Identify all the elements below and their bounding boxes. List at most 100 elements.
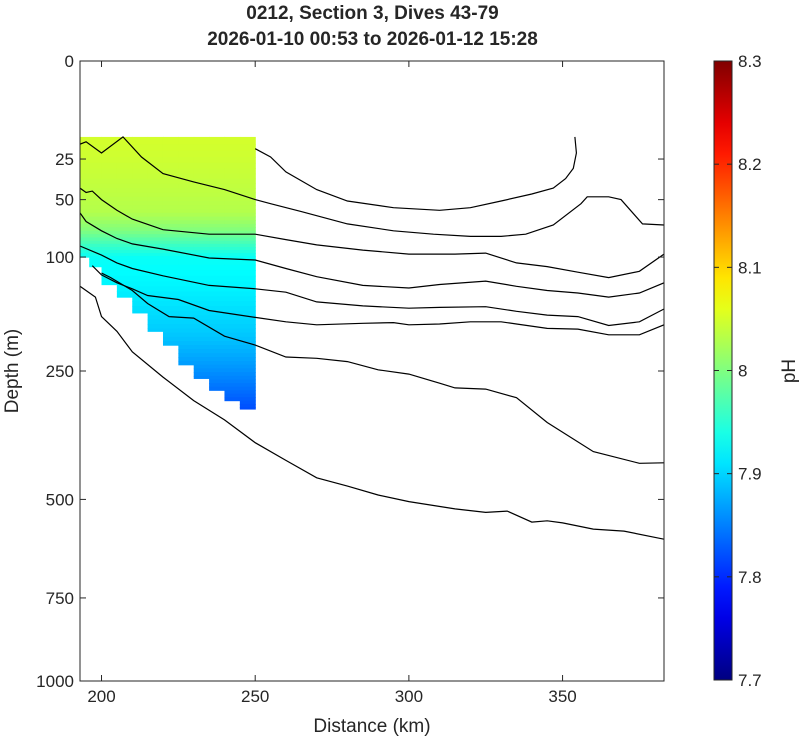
- ph-cell: [162, 240, 179, 245]
- ph-cell: [178, 227, 195, 232]
- ph-cell: [147, 136, 164, 145]
- ph-cell: [147, 173, 164, 180]
- ph-cell: [209, 360, 226, 366]
- ph-cell: [162, 220, 179, 225]
- ph-cell: [209, 216, 226, 221]
- ph-cell: [209, 372, 226, 377]
- ph-cell: [162, 168, 179, 175]
- ph-cell: [193, 336, 210, 342]
- ph-cell: [224, 183, 241, 189]
- ph-cell: [80, 144, 90, 152]
- ph-cell: [178, 150, 195, 158]
- ph-cell: [147, 234, 164, 239]
- ph-cell: [224, 216, 241, 221]
- ph-cell: [178, 144, 195, 152]
- ph-cell: [239, 243, 256, 248]
- ph-cell: [178, 250, 195, 254]
- ph-cell: [116, 291, 133, 297]
- y-tick-label: 100: [46, 248, 74, 267]
- ph-cell: [239, 183, 256, 189]
- ph-cell: [132, 256, 149, 260]
- ph-cell: [101, 173, 118, 180]
- y-tick-label: 500: [46, 490, 74, 509]
- ph-cell: [209, 227, 226, 232]
- axis-ticks: [80, 60, 664, 682]
- contour-line: [80, 245, 664, 327]
- ph-cell: [193, 315, 210, 321]
- ph-cell: [80, 150, 90, 158]
- ph-cell: [147, 230, 164, 235]
- ph-cell: [178, 212, 195, 218]
- ph-cell: [147, 220, 164, 225]
- ph-cell: [101, 212, 118, 218]
- ph-cell: [162, 264, 179, 271]
- ph-cell: [178, 332, 195, 338]
- ph-cell: [178, 157, 195, 164]
- y-tick-label: 50: [55, 191, 74, 210]
- ph-cell: [239, 397, 256, 402]
- ph-cell: [80, 243, 90, 248]
- ph-cell: [224, 253, 241, 257]
- x-tick-label: 300: [395, 687, 423, 706]
- ph-cell: [101, 205, 118, 210]
- ph-cell: [193, 305, 210, 312]
- ph-cell: [239, 291, 256, 297]
- ph-cell: [239, 162, 256, 169]
- ph-cell: [89, 253, 103, 257]
- ph-cell: [116, 243, 133, 248]
- ph-cell: [178, 196, 195, 202]
- ph-cell: [224, 353, 241, 358]
- ph-cell: [80, 192, 90, 198]
- ph-cell: [193, 296, 210, 302]
- ph-cell: [132, 253, 149, 257]
- ph-cell: [193, 247, 210, 251]
- ph-cell: [80, 178, 90, 185]
- ph-cell: [178, 183, 195, 189]
- ph-cell: [162, 144, 179, 152]
- ph-cell: [178, 201, 195, 206]
- ph-cell: [209, 319, 226, 325]
- ph-cell: [116, 201, 133, 206]
- ph-cell: [162, 259, 179, 266]
- ph-cell: [162, 183, 179, 189]
- ph-cell: [239, 407, 256, 410]
- ph-cell: [193, 243, 210, 248]
- ph-cell: [132, 150, 149, 158]
- ph-cell: [162, 291, 179, 297]
- ph-cell: [101, 183, 118, 189]
- ph-cell: [132, 162, 149, 169]
- ph-cell: [193, 209, 210, 214]
- ph-cell: [209, 196, 226, 202]
- ph-cell: [239, 230, 256, 235]
- ph-cell: [193, 372, 210, 377]
- ph-cell: [193, 353, 210, 358]
- ph-cell: [209, 220, 226, 225]
- ph-cell: [193, 286, 210, 292]
- y-tick-label: 750: [46, 589, 74, 608]
- ph-cell: [209, 234, 226, 239]
- ph-cell: [89, 209, 103, 214]
- ph-cell: [162, 286, 179, 292]
- ph-cell: [178, 240, 195, 245]
- ph-cell: [132, 136, 149, 145]
- ph-cell: [147, 196, 164, 202]
- ph-cell: [178, 220, 195, 225]
- ph-cell: [116, 227, 133, 232]
- chart-title-line-1: 0212, Section 3, Dives 43-79: [246, 3, 499, 24]
- ph-cell: [178, 230, 195, 235]
- ph-cell: [147, 250, 164, 254]
- ph-cell: [147, 315, 164, 321]
- ph-cell: [101, 188, 118, 194]
- ph-cell: [132, 259, 149, 266]
- ph-cell: [193, 259, 210, 266]
- ph-cell: [147, 157, 164, 164]
- ph-cell: [132, 301, 149, 307]
- ph-cell: [80, 234, 90, 239]
- ph-cell: [193, 178, 210, 185]
- contour-line: [101, 272, 664, 464]
- ph-cell: [89, 256, 103, 260]
- ph-cell: [224, 209, 241, 214]
- ph-cell: [162, 247, 179, 251]
- ph-cell: [132, 223, 149, 228]
- ph-cell: [193, 188, 210, 194]
